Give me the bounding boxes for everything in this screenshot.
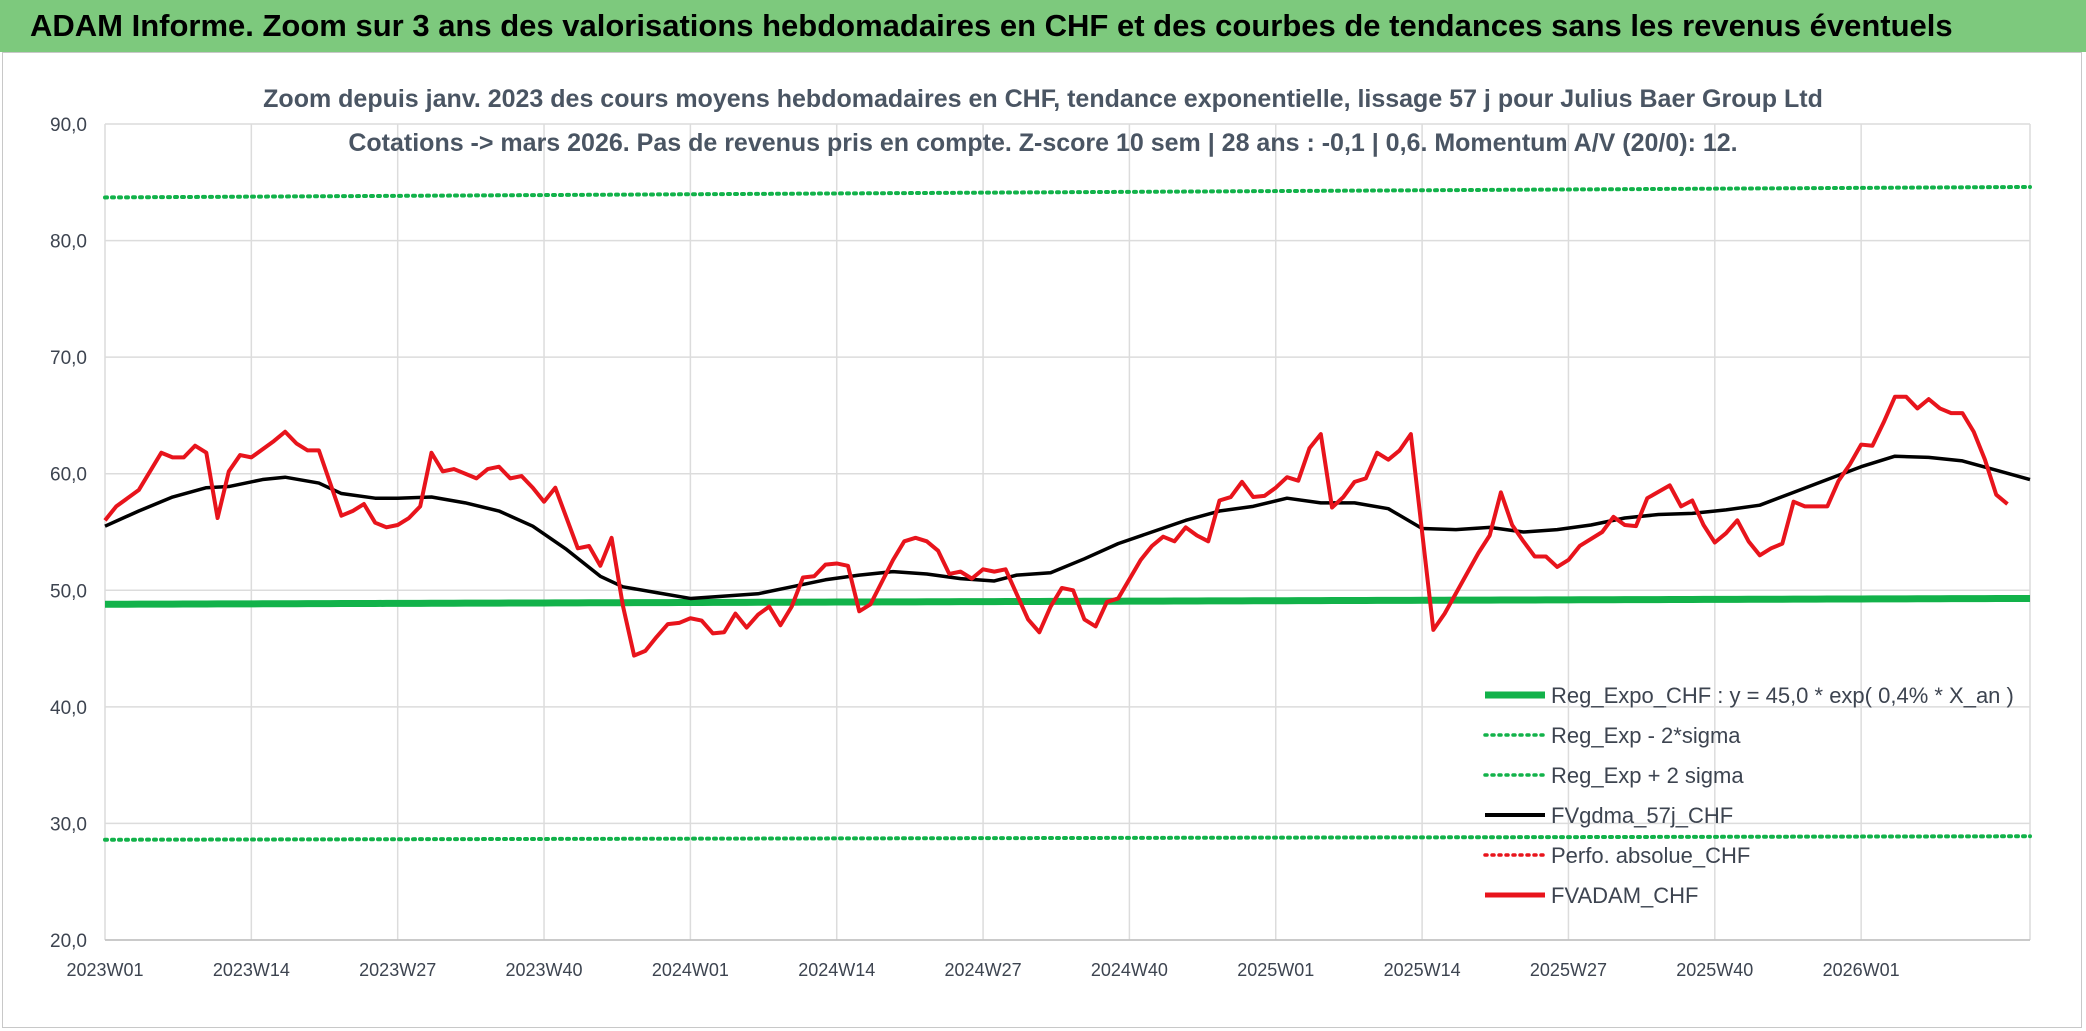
x-tick-label: 2024W27: [945, 960, 1022, 980]
legend: Reg_Expo_CHF : y = 45,0 * exp( 0,4% * X_…: [1483, 683, 2014, 908]
x-tick-label: 2024W01: [652, 960, 729, 980]
x-tick-label: 2023W14: [213, 960, 290, 980]
x-tick-label: 2024W14: [798, 960, 875, 980]
x-tick-label: 2025W40: [1676, 960, 1753, 980]
legend-label: Reg_Exp + 2 sigma: [1551, 763, 1744, 788]
y-tick-label: 50,0: [50, 581, 87, 602]
chart-title-line1: Zoom depuis janv. 2023 des cours moyens …: [263, 85, 1823, 113]
legend-label: Reg_Exp - 2*sigma: [1551, 723, 1741, 748]
x-tick-label: 2025W01: [1237, 960, 1314, 980]
legend-label: Reg_Expo_CHF : y = 45,0 * exp( 0,4% * X_…: [1551, 683, 2014, 708]
series-reg-exp-plus-2-sigma: [103, 184, 2032, 200]
legend-label: FVgdma_57j_CHF: [1551, 803, 1733, 828]
chart-frame: [2, 52, 2082, 1028]
header-banner: ADAM Informe. Zoom sur 3 ans des valoris…: [0, 0, 2086, 52]
y-tick-label: 30,0: [50, 814, 87, 835]
series-reg-exp-minus-2-sigma: [103, 834, 2032, 842]
series-reg-expo-chf: [104, 594, 2031, 608]
y-tick-label: 60,0: [50, 465, 87, 486]
banner-title: ADAM Informe. Zoom sur 3 ans des valoris…: [30, 8, 1953, 43]
x-tick-label: 2023W27: [359, 960, 436, 980]
grid-layer: [104, 123, 2031, 941]
chart-title-line2: Cotations -> mars 2026. Pas de revenus p…: [348, 129, 1737, 157]
y-tick-label: 70,0: [50, 348, 87, 369]
y-tick-label: 80,0: [50, 232, 87, 253]
legend-label: Perfo. absolue_CHF: [1551, 843, 1750, 868]
x-tick-label: 2023W40: [506, 960, 583, 980]
axis-layer: 20,0 30,0 40,0 50,0 60,0 70,0 80,0 90,0 2023W01 2…: [50, 115, 2030, 980]
legend-label: FVADAM_CHF: [1551, 883, 1699, 908]
y-tick-label: 90,0: [50, 115, 87, 136]
y-tick-label: 20,0: [50, 931, 87, 952]
x-tick-label: 2023W01: [66, 960, 143, 980]
y-tick-label: 40,0: [50, 698, 87, 719]
x-tick-label: 2026W01: [1823, 960, 1900, 980]
x-tick-label: 2025W14: [1384, 960, 1461, 980]
x-tick-label: 2025W27: [1530, 960, 1607, 980]
series-fvadam-chf: [103, 394, 2009, 658]
series-layer: [103, 184, 2032, 842]
x-tick-label: 2024W40: [1091, 960, 1168, 980]
